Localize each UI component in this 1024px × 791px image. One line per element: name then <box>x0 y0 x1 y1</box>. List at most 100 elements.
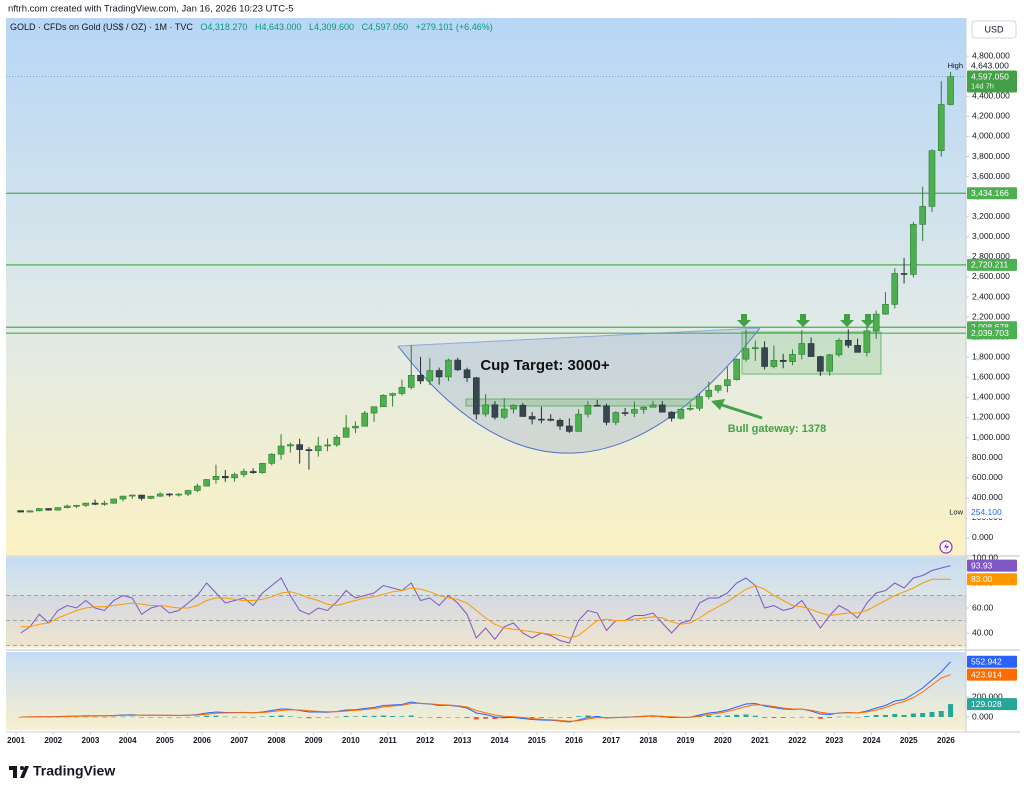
signal-line <box>20 674 951 722</box>
cup-fill <box>398 328 760 454</box>
macd-hist-bar <box>176 717 182 718</box>
signal-last-label: 423.914 <box>971 669 1002 679</box>
high-name: High <box>948 61 963 70</box>
candle-body <box>631 409 638 414</box>
x-tick-label: 2015 <box>528 736 546 745</box>
y-tick-label: 1,600.000 <box>972 372 1010 382</box>
candle-body <box>147 495 155 499</box>
macd-hist-bar <box>483 717 489 719</box>
macd-hist-bar <box>418 717 424 718</box>
plot <box>6 71 966 723</box>
candle-body <box>733 358 740 380</box>
y-tick-label: 600.000 <box>972 472 1003 482</box>
x-tick-label: 2010 <box>342 736 360 745</box>
y-tick-label: 100.00 <box>972 552 998 562</box>
macd-hist-bar <box>399 716 405 717</box>
down-arrow <box>737 314 751 327</box>
candle-body <box>324 444 331 447</box>
macd-hist-bar <box>604 717 610 718</box>
macd-hist-bar <box>315 717 321 718</box>
candle-body <box>770 359 778 367</box>
macd-hist-bar <box>306 717 312 719</box>
macd-hist-bar <box>464 717 470 718</box>
macd-hist-bar <box>557 717 563 718</box>
macd-hist-bar <box>101 716 107 718</box>
y-tick-label: 3,200.000 <box>972 211 1010 221</box>
gateway-arrow <box>721 403 763 420</box>
level-label: 2,039.703 <box>971 328 1009 338</box>
countdown: 14d 7h <box>971 81 994 90</box>
candle-body <box>928 150 936 207</box>
candle-body <box>35 508 43 512</box>
candle-body <box>705 389 713 397</box>
macd-hist-bar <box>538 717 544 718</box>
x-tick-label: 2019 <box>677 736 695 745</box>
macd-hist-bar <box>18 717 24 718</box>
logo-dot <box>20 766 24 770</box>
macd-hist-bar <box>920 713 926 717</box>
candle-body <box>380 395 387 408</box>
legend: GOLD · CFDs on Gold (US$ / OZ) · 1M · TV… <box>10 22 493 32</box>
candle-body <box>538 418 545 421</box>
candle-body <box>63 505 71 508</box>
candle-body <box>361 412 369 427</box>
hist-last-box <box>967 698 1017 711</box>
macd-hist-bar <box>269 715 275 717</box>
open: O4,318.270 <box>200 22 247 32</box>
candle-body <box>779 359 787 362</box>
macd-hist-bar <box>232 716 238 718</box>
macd-hist-bar <box>325 717 331 718</box>
candle-body <box>463 369 471 379</box>
macd-hist-bar <box>799 716 805 718</box>
candle-body <box>287 444 294 447</box>
macd-hist-bar <box>352 716 358 717</box>
macd-hist-bar <box>445 717 451 718</box>
macd-hist-bar <box>864 716 870 717</box>
candle-body <box>26 510 34 513</box>
y-tick-label: 4,800.000 <box>972 50 1010 60</box>
down-arrows <box>737 314 875 327</box>
candle-body <box>491 404 499 418</box>
macd-hist-bar <box>83 716 89 718</box>
candle-body <box>863 330 871 353</box>
level-box <box>967 258 1017 271</box>
y-tick-label: 3,800.000 <box>972 151 1010 161</box>
macd-hist-bar <box>836 716 842 718</box>
candle-body <box>807 343 815 357</box>
x-tick-label: 2001 <box>7 736 25 745</box>
macd-hist-bar <box>157 717 163 718</box>
macd-hist-bar <box>762 717 768 718</box>
macd-hist-bar <box>241 716 247 718</box>
candle-body <box>91 502 99 505</box>
candle-body <box>296 444 303 450</box>
currency-button[interactable] <box>971 20 1017 39</box>
y-tick-label: 2,200.000 <box>972 311 1010 321</box>
candle-body <box>882 304 889 315</box>
candle-body <box>835 340 843 356</box>
candle-body <box>668 411 675 419</box>
candle-body <box>194 485 201 491</box>
macd-hist-bar <box>129 716 135 718</box>
macd-hist-bar <box>194 716 200 717</box>
rsi-last-box <box>967 559 1017 572</box>
down-arrow <box>840 314 854 327</box>
macd-hist-bar <box>380 715 386 717</box>
x-tick-label: 2012 <box>416 736 434 745</box>
macd-hist-bar <box>771 717 777 718</box>
macd-hist-bar <box>817 717 823 719</box>
macd-hist-bar <box>297 717 303 718</box>
candle-body <box>333 436 341 446</box>
macd-hist-bar <box>892 714 898 717</box>
candle-body <box>212 476 220 480</box>
logo: TradingView <box>9 763 115 779</box>
candle-body <box>659 404 666 413</box>
candle-body <box>175 493 183 496</box>
candle-body <box>45 508 52 511</box>
candle-body <box>128 494 136 497</box>
macd-hist-bar <box>148 717 154 718</box>
candle-body <box>426 370 434 382</box>
rsi-pane <box>6 557 966 648</box>
x-tick-label: 2025 <box>900 736 918 745</box>
candle-body <box>370 406 378 414</box>
candle-body <box>696 396 703 409</box>
